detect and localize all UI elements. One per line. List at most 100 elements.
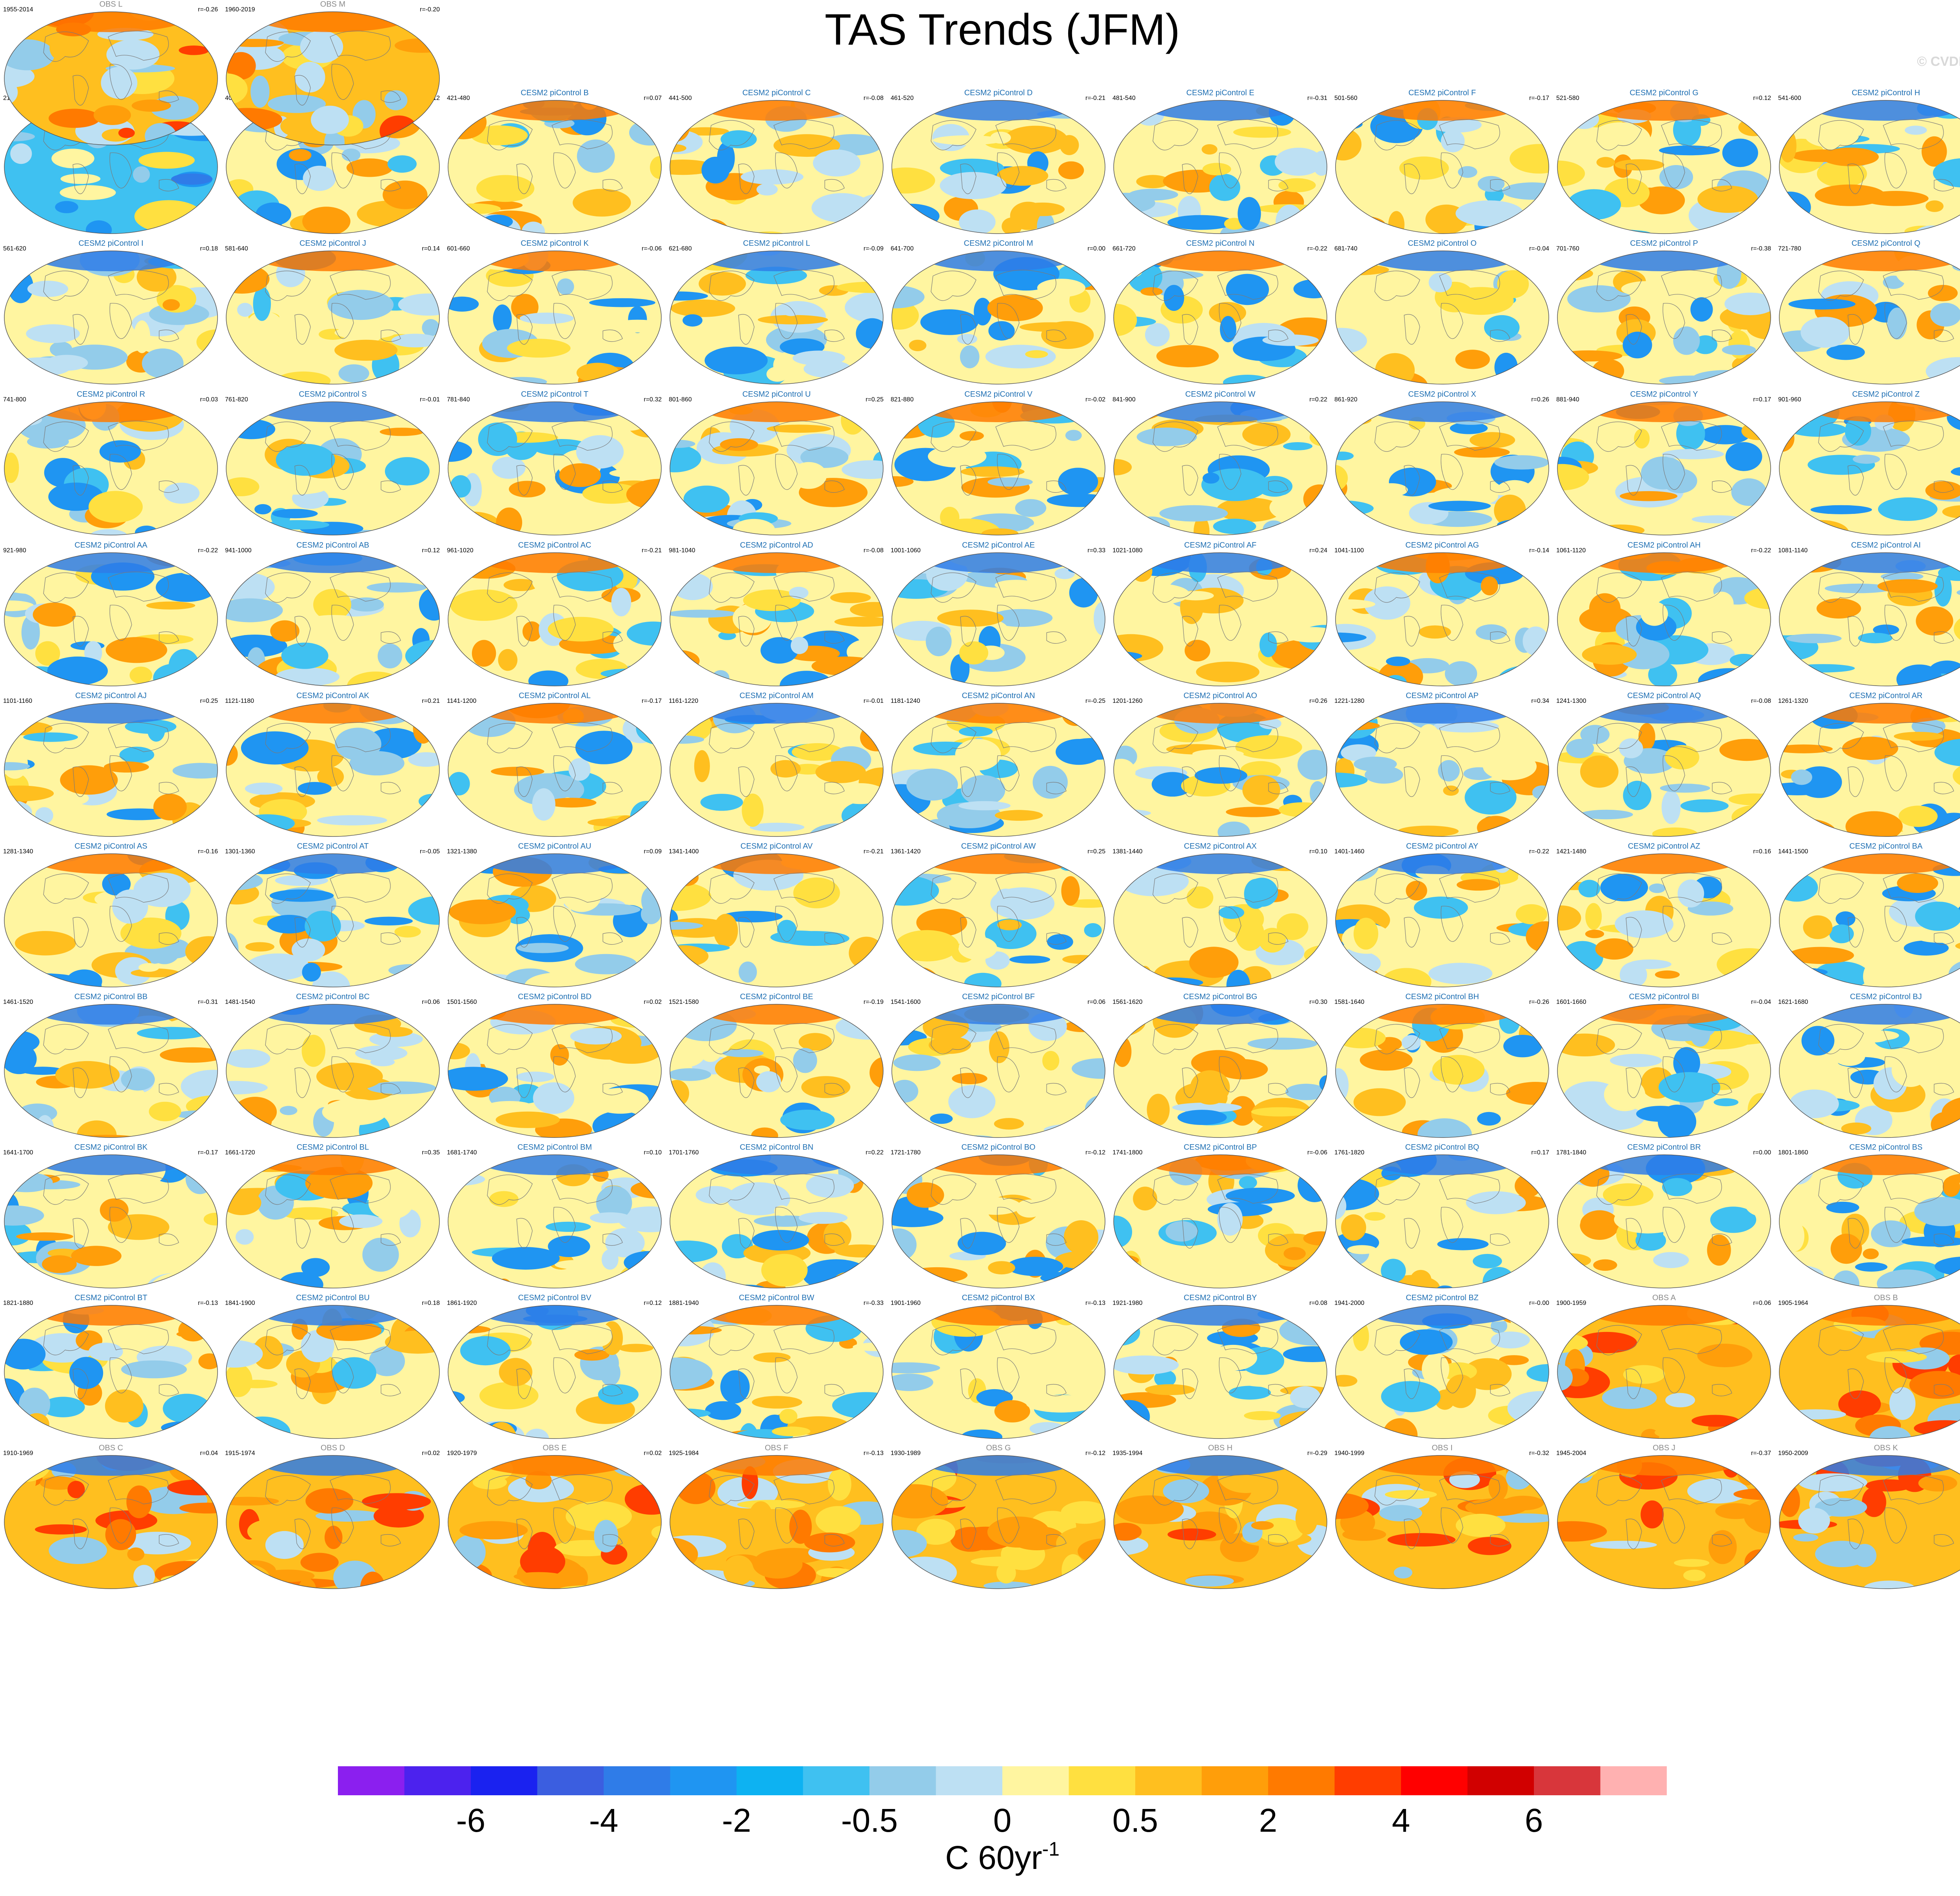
trend-anomaly-region [181,1070,218,1103]
trend-anomaly-region [300,31,343,63]
trend-anomaly-region [720,130,757,149]
coastline [330,270,391,300]
panel-period: 1001-1060 [891,547,921,554]
trend-anomaly-region [349,751,405,776]
trend-anomaly-region [226,1414,241,1439]
trend-anomaly-region [249,1570,266,1589]
coastline [1818,421,1864,452]
arctic-anomaly-region [33,402,189,422]
global-map [1557,853,1771,987]
colorbar-swatch [670,1766,737,1795]
panel-period: 521-580 [1556,95,1579,102]
trend-anomaly-region [275,667,340,686]
panel-correlation: r=-0.20 [419,6,440,13]
trend-anomaly-region [1557,905,1581,931]
map-panel: OBS G 1930-1989 r=-0.12 [887,1444,1109,1595]
colorbar-units: C 60yr-1 [0,1838,1960,1877]
coastline [1661,119,1722,149]
trend-anomaly-region [254,504,272,515]
trend-anomaly-region [499,1358,532,1386]
coastline [381,90,401,103]
trend-anomaly-region [1623,780,1651,810]
trend-anomaly-region [1491,1331,1530,1349]
trend-anomaly-region [1829,924,1854,943]
global-map [1113,250,1327,385]
trend-anomaly-region [1803,915,1833,939]
trend-anomaly-region [1269,450,1296,463]
trend-anomaly-region [1939,878,1960,902]
trend-anomaly-region [1458,166,1477,178]
map-border [891,401,1105,535]
coastline [773,1023,835,1053]
coastline [1152,1024,1198,1054]
trend-anomaly-region [1674,1559,1710,1567]
coastline [330,1474,391,1504]
trend-anomaly-region [1745,1191,1771,1217]
trend-anomaly-region [857,1013,883,1029]
trend-anomaly-region [1381,1381,1441,1412]
trend-anomaly-region [670,354,691,376]
panel-header: CESM2 piControl D 461-520 r=-0.21 [887,89,1109,102]
panel-period: 1321-1380 [447,848,477,855]
trend-anomaly-region [492,457,526,479]
trend-anomaly-region [907,1182,944,1208]
arctic-anomaly-region [1808,1455,1960,1476]
map-panel: CESM2 piControl BR 1781-1840 r=0.00 [1553,1143,1775,1294]
trend-anomaly-region [600,1360,621,1386]
panel-correlation: r=-0.14 [1529,547,1549,554]
panel-period: 1935-1994 [1112,1450,1143,1457]
coastline [1374,421,1420,452]
trend-anomaly-region [1725,442,1762,471]
panel-period: 801-860 [669,396,692,403]
coastline [1374,1174,1420,1205]
trend-anomaly-region [961,775,1005,806]
trend-anomaly-region [300,1553,339,1572]
arctic-anomaly-region [1142,100,1299,121]
trend-anomaly-region [105,1519,136,1550]
trend-anomaly-region [1274,147,1323,176]
map-panel: CESM2 piControl BW 1881-1940 r=-0.33 [666,1294,887,1444]
trend-anomaly-region [203,1213,218,1226]
panel-title: CESM2 piControl AG [1405,541,1479,550]
trend-anomaly-region [448,1042,470,1060]
map-border [670,401,884,535]
panel-period: 501-560 [1334,95,1357,102]
coastline [1404,163,1420,194]
map-border [670,1004,884,1138]
panel-header: CESM2 piControl AG 1041-1100 r=-0.14 [1331,541,1553,554]
trend-anomaly-region [1116,1495,1184,1524]
map-panel: OBS L 1955-2014 r=-0.26 [0,0,222,151]
trend-anomaly-region [1621,281,1673,297]
coastline [1217,1023,1278,1053]
panel-period: 1900-1959 [1556,1300,1586,1306]
panel-correlation: r=-0.01 [419,396,440,403]
trend-anomaly-region [974,298,992,326]
trend-anomaly-region [1710,1207,1757,1233]
trend-anomaly-region [100,1198,129,1222]
trend-anomaly-region [289,149,312,161]
trend-anomaly-region [1826,1201,1859,1214]
panel-period: 861-920 [1334,396,1357,403]
trend-anomaly-region [311,105,349,134]
trend-anomaly-region [989,1031,1009,1063]
trend-anomaly-region [1942,1176,1960,1197]
global-map [4,853,218,987]
map-panel: CESM2 piControl AO 1201-1260 r=0.26 [1109,691,1331,842]
map-border [1113,1305,1327,1439]
trend-anomaly-region [1785,1220,1804,1252]
panel-correlation: r=0.10 [1309,848,1327,855]
map-panel: CESM2 piControl BT 1821-1880 r=-0.13 [0,1294,222,1444]
trend-anomaly-region [1192,749,1244,758]
panel-correlation: r=-0.00 [1529,1300,1549,1306]
panel-correlation: r=-0.22 [1751,547,1771,554]
trend-anomaly-region [1280,553,1327,570]
panel-header: CESM2 piControl AX 1381-1440 r=0.10 [1109,842,1331,855]
trend-anomaly-region [4,1222,32,1246]
trend-anomaly-region [1887,307,1907,339]
trend-anomaly-region [532,788,555,821]
map-panel: CESM2 piControl AJ 1101-1160 r=0.25 [0,691,222,842]
coastline [1404,1519,1420,1549]
trend-anomaly-region [35,641,60,666]
